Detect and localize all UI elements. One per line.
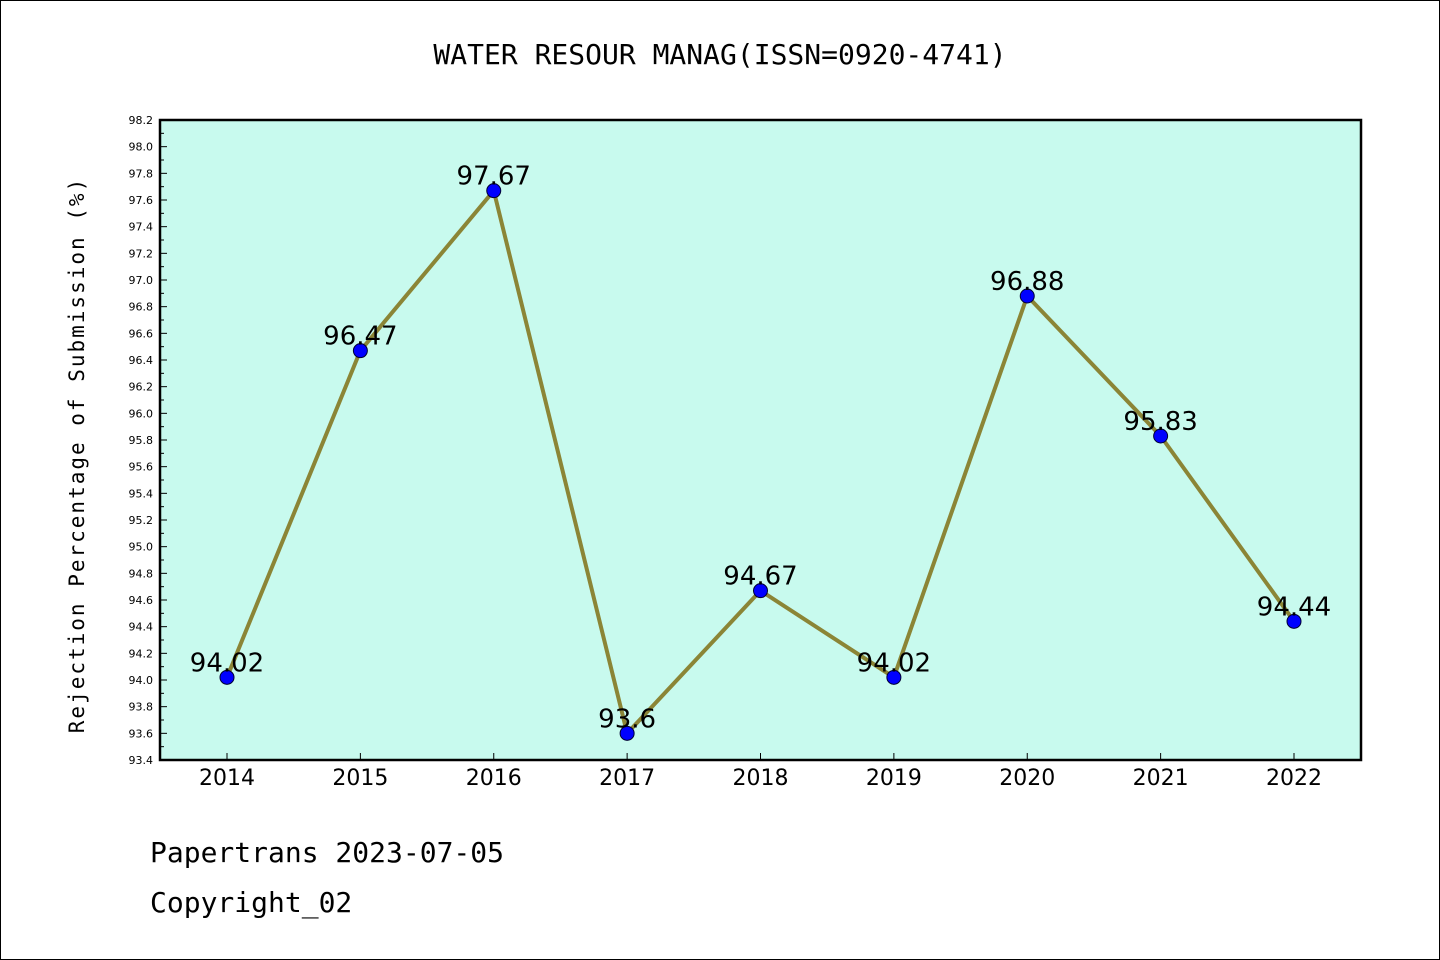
- data-point: [753, 583, 768, 599]
- y-tick-label: 94.6: [129, 594, 154, 607]
- y-tick-label: 95.6: [129, 461, 154, 474]
- y-tick-label: 96.2: [129, 381, 154, 394]
- y-tick-label: 95.2: [129, 514, 154, 527]
- data-label: 96.88: [990, 267, 1064, 297]
- y-tick-label: 94.2: [129, 647, 154, 660]
- footer-date: Papertrans 2023-07-05: [150, 836, 505, 869]
- x-tick-label: 2014: [199, 766, 255, 791]
- y-tick-label: 94.0: [129, 674, 154, 687]
- data-point: [219, 669, 235, 685]
- y-tick-label: 93.6: [129, 727, 154, 740]
- y-tick-label: 94.8: [129, 567, 154, 580]
- plot-area: [160, 120, 1361, 760]
- y-tick-label: 98.2: [129, 114, 154, 127]
- data-point: [1286, 613, 1302, 629]
- y-tick-label: 95.8: [129, 434, 154, 447]
- data-label: 94.02: [857, 648, 931, 678]
- y-tick-label: 95.0: [129, 541, 154, 554]
- data-label: 95.83: [1123, 407, 1197, 437]
- y-tick-label: 96.8: [129, 301, 154, 314]
- y-tick-label: 97.8: [129, 167, 154, 180]
- data-labels: 94.02 96.47 97.67 93.6 94.67 94.02 96.88 95.83 9…: [190, 162, 1331, 735]
- y-tick-label: 96.4: [129, 354, 154, 367]
- data-points: [219, 183, 1302, 741]
- y-tick-label: 96.6: [129, 327, 154, 340]
- x-tick-label: 2018: [733, 766, 789, 791]
- footer-copyright: Copyright_02: [150, 886, 353, 919]
- data-label: 94.44: [1257, 592, 1331, 622]
- x-tick-label: 2020: [999, 766, 1055, 791]
- data-label: 96.47: [323, 322, 397, 352]
- data-label: 94.67: [723, 562, 797, 592]
- y-tick-label: 95.4: [129, 487, 154, 500]
- x-tick-label: 2021: [1133, 766, 1189, 791]
- y-tick-label: 97.6: [129, 194, 154, 207]
- data-point: [1019, 288, 1035, 304]
- y-tick-label: 94.4: [129, 621, 154, 634]
- data-point: [352, 343, 368, 359]
- data-point: [486, 183, 502, 199]
- data-label: 97.67: [457, 162, 531, 192]
- y-tick-label: 98.0: [129, 141, 154, 154]
- chart-title: WATER RESOUR MANAG(ISSN=0920-4741): [433, 38, 1007, 71]
- x-tick-label: 2015: [332, 766, 388, 791]
- y-tick-label: 96.0: [129, 407, 154, 420]
- y-tick-label: 97.4: [129, 221, 154, 234]
- data-label: 94.02: [190, 648, 264, 678]
- y-tick-label: 93.4: [129, 754, 154, 767]
- data-point: [886, 669, 902, 685]
- y-tick-label: 93.8: [129, 701, 154, 714]
- x-tick-label: 2016: [466, 766, 522, 791]
- x-tick-label: 2019: [866, 766, 922, 791]
- plot-border: [158, 118, 1363, 762]
- data-point: [619, 725, 635, 741]
- data-label: 93.6: [598, 704, 656, 734]
- y-axis: 93.4 93.6 93.8 94.0 94.2 94.4 94.6 94.8 95.0 95.2…: [129, 114, 167, 767]
- y-tick-label: 97.2: [129, 247, 154, 260]
- x-axis: 2014 2015 2016 2017 2018 2019 2020 2021 2022: [199, 753, 1322, 791]
- y-tick-label: 97.0: [129, 274, 154, 287]
- data-point: [1153, 428, 1169, 444]
- x-tick-label: 2022: [1266, 766, 1322, 791]
- x-tick-label: 2017: [599, 766, 655, 791]
